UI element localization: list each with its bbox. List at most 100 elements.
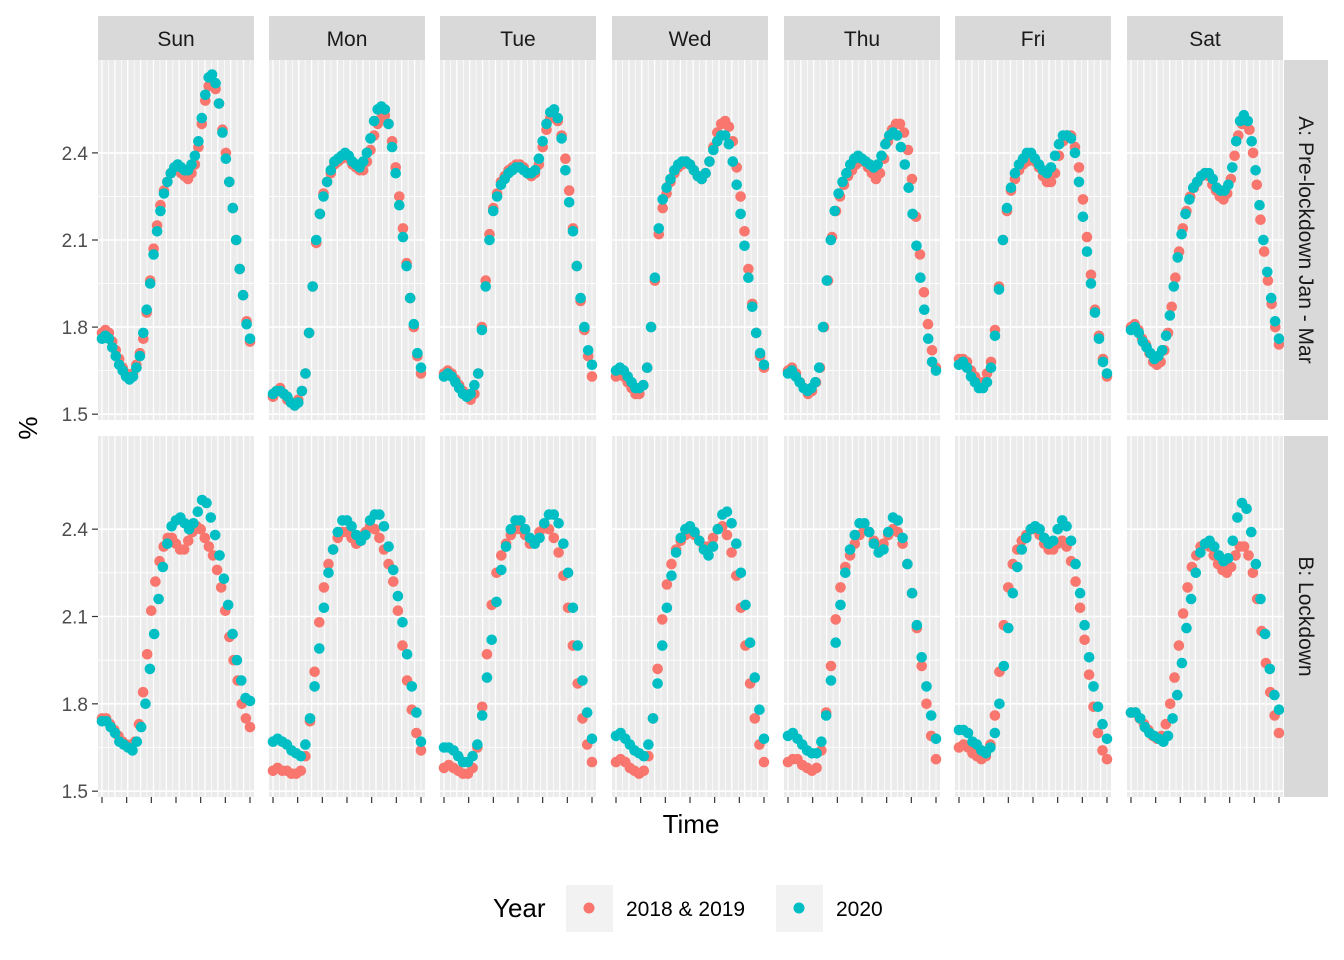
point-2020 (643, 739, 654, 750)
point-2018-2019 (1081, 231, 1093, 243)
point-2018-2019 (707, 532, 719, 544)
point-2020 (876, 150, 887, 162)
point-2020 (1230, 136, 1242, 147)
point-2020 (666, 570, 677, 581)
point-2020 (754, 347, 766, 359)
point-2020 (325, 165, 337, 176)
point-2020 (231, 654, 243, 666)
point-2020 (127, 371, 139, 382)
panel-b-lockdown-tue (438, 436, 598, 797)
point-2020 (1207, 173, 1219, 185)
point-2020 (993, 284, 1005, 295)
point-2020 (661, 182, 672, 193)
point-2018-2019 (178, 544, 190, 555)
point-2020 (411, 707, 422, 718)
point-2020 (1034, 523, 1045, 535)
point-2020 (1069, 147, 1081, 159)
point-2020 (469, 379, 480, 391)
point-2018-2019 (1097, 745, 1108, 756)
point-2018-2019 (215, 582, 227, 593)
point-2020 (1259, 628, 1271, 640)
point-2020 (849, 529, 861, 541)
point-2020 (744, 637, 756, 648)
point-2020 (670, 547, 682, 558)
point-2020 (829, 205, 840, 217)
point-2020 (567, 602, 579, 614)
point-2020 (361, 147, 373, 159)
strip-label-wed: Wed (669, 28, 712, 51)
point-2018-2019 (150, 576, 161, 587)
point-2020 (652, 678, 663, 689)
point-2020 (390, 167, 402, 179)
point-2020 (841, 167, 852, 179)
point-2018-2019 (918, 287, 930, 298)
point-2020 (467, 750, 478, 762)
point-2020 (189, 150, 201, 162)
point-2020 (1097, 718, 1108, 730)
point-2020 (1083, 652, 1095, 663)
legend-label-2020: 2020 (836, 898, 883, 921)
y-tick-label: 2.1 (62, 608, 88, 629)
point-2020 (1089, 307, 1101, 318)
point-2020 (582, 345, 594, 356)
point-2020 (825, 234, 837, 246)
point-2020 (1052, 523, 1063, 535)
point-2020 (1085, 278, 1097, 289)
point-2020 (488, 205, 499, 217)
point-2018-2019 (1229, 150, 1240, 162)
point-2020 (1162, 730, 1174, 742)
y-tick-label: 1.5 (62, 405, 88, 426)
point-2020 (205, 512, 217, 523)
point-2020 (994, 698, 1005, 710)
point-2020 (158, 188, 170, 199)
point-2018-2019 (652, 663, 663, 675)
point-2020 (1092, 701, 1104, 713)
point-2020 (1246, 136, 1257, 147)
point-2020 (581, 707, 593, 718)
point-2020 (201, 497, 212, 509)
point-2020 (1185, 593, 1197, 605)
point-2020 (750, 327, 762, 339)
point-2018-2019 (721, 529, 733, 541)
point-2020 (1195, 547, 1206, 558)
point-2018-2019 (906, 173, 918, 185)
point-2020 (107, 342, 118, 353)
point-2020 (1003, 622, 1014, 634)
point-2018-2019 (1251, 179, 1263, 191)
point-2020 (346, 521, 357, 532)
point-2020 (397, 231, 409, 243)
point-2018-2019 (195, 523, 206, 535)
panel-b-lockdown-sat (1125, 436, 1285, 797)
point-2020 (926, 356, 938, 368)
point-2020 (360, 529, 371, 541)
point-2020 (816, 736, 827, 747)
point-2020 (1167, 713, 1178, 724)
point-2020 (300, 368, 311, 379)
point-2020 (213, 98, 225, 109)
point-2020 (1223, 179, 1234, 191)
point-2018-2019 (1262, 275, 1274, 286)
point-2018-2019 (657, 202, 668, 214)
point-2020 (903, 182, 914, 193)
point-2020 (813, 362, 825, 374)
point-2018-2019 (1177, 608, 1189, 619)
point-2020 (921, 681, 932, 692)
point-2020 (392, 590, 404, 602)
point-2018-2019 (723, 121, 735, 133)
point-2020 (575, 292, 586, 304)
point-2020 (496, 564, 507, 576)
point-2020 (743, 272, 754, 284)
strip-thu (784, 16, 940, 60)
point-2020 (162, 176, 173, 188)
point-2020 (911, 619, 923, 631)
point-2020 (868, 538, 880, 549)
point-2020 (397, 617, 408, 628)
point-2020 (295, 750, 307, 762)
point-2020 (747, 301, 758, 313)
point-2020 (1176, 228, 1187, 240)
point-2020 (386, 141, 398, 153)
point-2018-2019 (1166, 301, 1177, 313)
point-2018-2019 (825, 660, 837, 672)
legend-label-2018-2019: 2018 & 2019 (626, 898, 745, 921)
point-2020 (553, 518, 564, 529)
